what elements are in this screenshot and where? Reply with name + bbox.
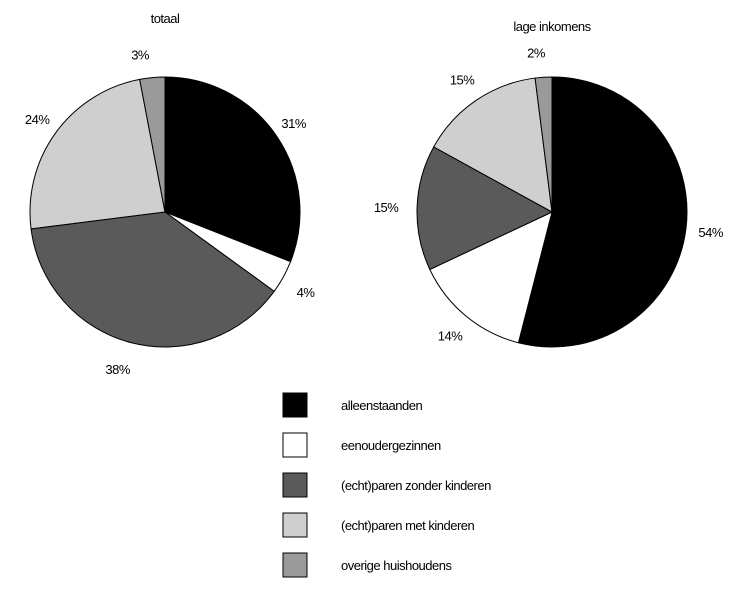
chart-title-totaal: totaal: [151, 11, 180, 26]
chart-title-lage-inkomens: lage inkomens: [513, 19, 591, 34]
pie-slice-1-echt-paren-met-kinderen: [433, 77, 553, 213]
pie-label-0-alleenstaanden: 31%: [281, 116, 306, 131]
pie-label-0-echt-paren-met-kinderen: 24%: [25, 112, 50, 127]
pie-label-0-echt-paren-zonder-kinderen: 38%: [105, 362, 130, 377]
legend-label-echt-paren-met-kinderen: (echt)paren met kinderen: [341, 518, 475, 533]
legend-swatch-echt-paren-met-kinderen: [282, 512, 308, 538]
pie-slice-1-echt-paren-zonder-kinderen: [416, 146, 554, 271]
legend-swatch-echt-paren-zonder-kinderen: [282, 472, 308, 498]
pie-slice-0-alleenstaanden: [164, 76, 301, 263]
pie-slice-0-overige-huishoudens: [139, 76, 166, 213]
pie-label-0-eenoudergezinnen: 4%: [297, 285, 316, 300]
legend-label-eenoudergezinnen: eenoudergezinnen: [341, 438, 441, 453]
pie-slice-1-alleenstaanden: [517, 76, 688, 348]
pie-label-1-eenoudergezinnen: 14%: [438, 328, 463, 343]
pie-slice-0-echt-paren-met-kinderen: [29, 78, 166, 230]
pie-lage-inkomens: 54% 14% 15% 15% 2%: [374, 45, 724, 348]
legend-swatch-overige-huishoudens: [282, 552, 308, 578]
legend-label-echt-paren-zonder-kinderen: (echt)paren zonder kinderen: [341, 478, 491, 493]
legend-swatch-eenoudergezinnen: [282, 432, 308, 458]
pie-label-1-echt-paren-zonder-kinderen: 15%: [374, 200, 399, 215]
pie-totaal: 31% 4% 38% 24% 3%: [25, 48, 316, 377]
pie-slice-0-echt-paren-zonder-kinderen: [30, 211, 275, 348]
legend-swatch-alleenstaanden: [282, 392, 308, 418]
legend-label-alleenstaanden: alleenstaanden: [341, 398, 422, 413]
legend-label-overige-huishoudens: overige huishoudens: [341, 558, 452, 573]
pie-label-1-alleenstaanden: 54%: [698, 225, 723, 240]
pie-label-1-overige-huishoudens: 2%: [527, 45, 546, 60]
pie-slice-1-overige-huishoudens: [534, 76, 553, 213]
pie-label-0-overige-huishoudens: 3%: [131, 48, 150, 63]
legend: alleenstaanden eenoudergezinnen (echt)pare…: [282, 392, 492, 578]
pie-label-1-echt-paren-met-kinderen: 15%: [450, 73, 475, 88]
pie-slice-1-eenoudergezinnen: [429, 211, 553, 344]
